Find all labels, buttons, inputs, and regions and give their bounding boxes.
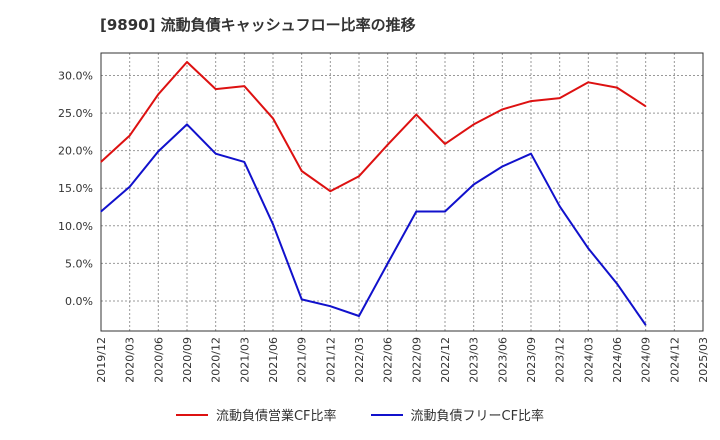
plot-area xyxy=(101,53,703,331)
data-point-free-cf xyxy=(100,210,102,213)
data-point-operating-cf xyxy=(100,161,102,163)
data-point-operating-cf xyxy=(587,81,589,83)
x-tick-label: 2025/03 xyxy=(697,337,710,383)
x-tick-label: 2021/03 xyxy=(238,337,251,383)
x-tick-label: 2019/12 xyxy=(95,337,108,383)
data-point-operating-cf xyxy=(329,190,331,192)
y-tick-label: 30.0% xyxy=(58,70,93,83)
data-point-operating-cf xyxy=(501,108,503,110)
x-tick-label: 2022/03 xyxy=(353,337,366,383)
series-line-free-cf xyxy=(100,123,647,326)
x-tick-label: 2024/09 xyxy=(640,337,653,383)
data-point-operating-cf xyxy=(243,85,245,87)
legend-swatch-operating-cf xyxy=(175,413,208,416)
data-point-free-cf xyxy=(616,283,618,285)
chart-title: [9890] 流動負債キャッシュフロー比率の推移 xyxy=(100,16,416,34)
series-line-operating-cf xyxy=(100,61,647,193)
data-point-free-cf xyxy=(645,324,647,326)
data-point-free-cf xyxy=(587,247,589,249)
legend-item-operating-cf: 流動負債営業CF比率 xyxy=(175,405,337,424)
data-point-free-cf xyxy=(358,315,360,317)
x-tick-label: 2022/12 xyxy=(439,337,452,383)
data-point-free-cf xyxy=(215,153,217,155)
x-tick-label: 2020/06 xyxy=(152,337,165,383)
data-point-operating-cf xyxy=(530,100,532,102)
data-point-operating-cf xyxy=(387,144,389,146)
x-tick-label: 2023/12 xyxy=(554,337,567,383)
x-tick-label: 2020/12 xyxy=(210,337,223,383)
data-point-free-cf xyxy=(272,223,274,225)
y-tick-label: 5.0% xyxy=(65,257,93,270)
y-tick-label: 0.0% xyxy=(65,295,93,308)
data-point-operating-cf xyxy=(215,88,217,90)
data-point-operating-cf xyxy=(157,93,159,95)
x-tick-label: 2020/09 xyxy=(181,337,194,383)
x-tick-label: 2021/09 xyxy=(296,337,309,383)
x-tick-label: 2023/06 xyxy=(496,337,509,383)
legend-label-operating-cf: 流動負債営業CF比率 xyxy=(215,409,337,424)
data-point-operating-cf xyxy=(272,117,274,119)
data-point-operating-cf xyxy=(186,61,188,63)
data-point-operating-cf xyxy=(559,97,561,99)
y-tick-label: 25.0% xyxy=(58,107,93,120)
x-tick-label: 2022/06 xyxy=(382,337,395,383)
data-point-operating-cf xyxy=(129,135,131,137)
data-point-free-cf xyxy=(301,298,303,301)
data-point-operating-cf xyxy=(444,143,446,145)
x-tick-label: 2021/12 xyxy=(324,337,337,383)
data-point-free-cf xyxy=(157,150,159,153)
x-tick-label: 2021/06 xyxy=(267,337,280,383)
data-point-operating-cf xyxy=(358,175,360,177)
legend-item-free-cf: 流動負債フリーCF比率 xyxy=(370,405,545,424)
legend: 流動負債営業CF比率 流動負債フリーCF比率 xyxy=(0,405,720,424)
x-tick-label: 2022/09 xyxy=(410,337,423,383)
data-point-free-cf xyxy=(473,183,475,186)
data-point-free-cf xyxy=(387,262,389,264)
x-tick-label: 2024/03 xyxy=(582,337,595,383)
legend-label-free-cf: 流動負債フリーCF比率 xyxy=(410,409,545,424)
data-point-operating-cf xyxy=(616,86,618,89)
data-point-free-cf xyxy=(530,153,532,155)
data-point-free-cf xyxy=(186,123,188,125)
data-point-free-cf xyxy=(501,165,503,168)
data-point-operating-cf xyxy=(645,105,647,107)
data-point-operating-cf xyxy=(473,123,475,125)
legend-swatch-free-cf xyxy=(370,413,403,416)
plot-frame xyxy=(100,52,704,332)
y-tick-label: 15.0% xyxy=(58,182,93,195)
data-point-free-cf xyxy=(444,210,446,213)
data-point-operating-cf xyxy=(415,114,417,116)
data-point-free-cf xyxy=(129,186,131,188)
x-tick-label: 2024/06 xyxy=(611,337,624,383)
data-point-free-cf xyxy=(559,205,561,207)
y-tick-label: 10.0% xyxy=(58,220,93,233)
data-point-free-cf xyxy=(243,161,245,163)
x-tick-label: 2024/12 xyxy=(668,337,681,383)
y-tick-label: 20.0% xyxy=(58,145,93,158)
x-tick-label: 2023/09 xyxy=(525,337,538,383)
data-point-free-cf xyxy=(415,210,417,213)
x-tick-label: 2023/03 xyxy=(468,337,481,383)
data-point-free-cf xyxy=(329,305,331,307)
data-point-operating-cf xyxy=(301,170,303,172)
x-tick-label: 2020/03 xyxy=(124,337,137,383)
